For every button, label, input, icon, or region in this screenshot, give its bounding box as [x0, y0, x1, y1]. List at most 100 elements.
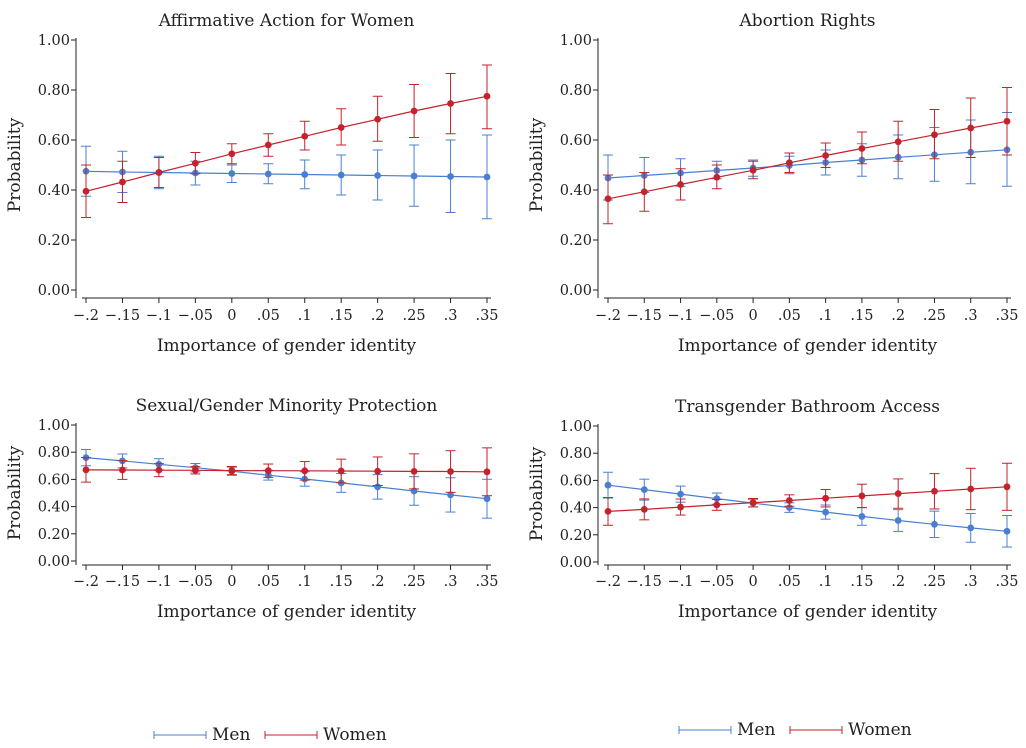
data-point: [228, 170, 236, 177]
series-men: [81, 134, 492, 220]
x-tick-label: .35: [475, 308, 498, 324]
x-axis-label: Importance of gender identity: [678, 602, 938, 622]
data-point: [264, 170, 272, 178]
x-tick-label: −.1: [668, 574, 694, 590]
series-women: [603, 87, 1012, 225]
series-line: [607, 149, 1008, 179]
data-point: [264, 141, 272, 149]
data-point: [640, 505, 648, 513]
x-tick-label: −.05: [178, 574, 213, 590]
series-men: [81, 448, 492, 519]
data-point: [447, 173, 454, 180]
x-tick-label: 0: [748, 574, 757, 590]
chart-title: Abortion Rights: [739, 11, 876, 31]
series-line: [85, 469, 488, 473]
x-tick-label: −.05: [699, 574, 734, 590]
data-point: [894, 490, 902, 497]
panel-2: Abortion Rights 0.00 0.20 0.40 0.60 0.80 1.00 −…: [527, 11, 1019, 356]
y-axis-label: Probability: [5, 445, 25, 540]
data-point: [337, 124, 345, 131]
y-axis-label: Probability: [527, 446, 547, 541]
series-women: [81, 64, 492, 218]
x-tick-label: −.1: [146, 574, 172, 590]
data-point: [713, 501, 721, 509]
y-tick-label: 0.60: [560, 133, 592, 149]
data-point: [410, 107, 418, 115]
x-axis-label: Importance of gender identity: [157, 602, 417, 622]
series-line: [607, 486, 1008, 512]
data-point: [483, 173, 491, 181]
data-point: [228, 150, 236, 158]
data-point: [191, 466, 199, 474]
data-point: [894, 517, 902, 524]
x-tick-label: .15: [850, 308, 873, 324]
data-point: [858, 145, 866, 152]
data-point: [301, 171, 309, 178]
y-tick-label: 0.40: [560, 183, 592, 199]
y-tick-label: 1.00: [38, 33, 70, 49]
y-tick-label: 0.80: [560, 83, 592, 99]
y-tick-label: 0.60: [38, 472, 70, 488]
series-line: [85, 95, 488, 192]
x-axis-label: Importance of gender identity: [678, 336, 938, 356]
data-point: [447, 468, 454, 475]
x-tick-label: .05: [257, 574, 280, 590]
legend-label-men: Men: [212, 725, 250, 745]
x-tick-label: .2: [371, 308, 385, 324]
x-tick-label: .3: [964, 308, 978, 324]
x-tick-label: .15: [330, 574, 353, 590]
y-axis-label: Probability: [527, 117, 547, 212]
chart-title: Transgender Bathroom Access: [675, 397, 940, 417]
data-point: [1003, 483, 1011, 491]
y-tick-label: 0.00: [38, 283, 70, 299]
y-tick-label: 0.00: [560, 555, 592, 571]
x-tick-label: .1: [298, 308, 312, 324]
x-tick-label: 0: [227, 574, 236, 590]
data-point: [640, 486, 648, 494]
data-point: [119, 178, 126, 186]
series-line: [85, 457, 488, 500]
data-point: [155, 169, 163, 176]
x-axis-label: Importance of gender identity: [157, 336, 417, 356]
x-tick-label: .3: [964, 574, 978, 590]
series-women: [603, 462, 1012, 526]
data-point: [858, 492, 866, 500]
data-point: [713, 495, 721, 503]
y-tick-label: 0.00: [560, 283, 592, 299]
x-tick-label: .15: [850, 574, 873, 590]
data-point: [410, 172, 418, 180]
x-tick-label: −.15: [627, 308, 662, 324]
x-tick-label: −.2: [595, 308, 621, 324]
x-tick-label: .3: [444, 308, 458, 324]
data-point: [374, 467, 382, 475]
data-point: [119, 466, 126, 474]
data-point: [1003, 527, 1011, 535]
x-tick-label: .2: [371, 574, 385, 590]
data-point: [822, 508, 830, 516]
y-tick-label: 1.00: [38, 418, 70, 434]
x-tick-label: −.1: [668, 308, 694, 324]
data-point: [713, 173, 721, 181]
data-point: [82, 466, 90, 474]
y-tick-label: 0.40: [38, 183, 70, 199]
y-tick-label: 1.00: [560, 419, 592, 435]
legend-label-women: Women: [848, 720, 912, 740]
y-tick-label: 0.20: [560, 233, 592, 249]
data-point: [967, 485, 975, 493]
x-tick-label: .1: [819, 308, 833, 324]
chart-title: Affirmative Action for Women: [158, 11, 415, 31]
x-tick-label: .2: [891, 308, 905, 324]
x-tick-label: −.2: [73, 308, 99, 324]
data-point: [483, 495, 491, 503]
x-tick-label: −.15: [105, 574, 140, 590]
x-tick-label: .05: [257, 308, 280, 324]
data-point: [967, 124, 975, 132]
series-men: [603, 112, 1012, 201]
data-point: [931, 131, 938, 139]
y-tick-label: 0.40: [38, 500, 70, 516]
data-point: [604, 195, 612, 203]
data-point: [301, 132, 309, 140]
data-point: [822, 494, 830, 502]
x-tick-label: .35: [475, 574, 498, 590]
